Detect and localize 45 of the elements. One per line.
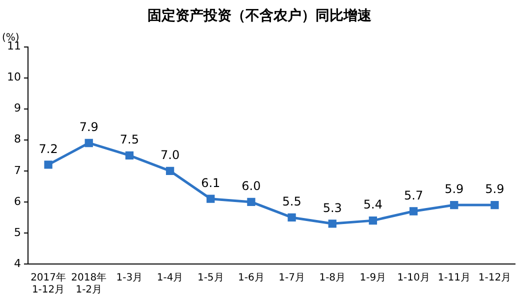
x-tick-label: 1-9月 xyxy=(360,272,386,284)
y-tick-label: 7 xyxy=(14,164,21,177)
y-tick-label: 8 xyxy=(14,132,21,146)
text: 7.9 xyxy=(79,120,98,134)
x-tick-label: 2018年 1-2月 xyxy=(71,272,107,296)
x-tick-label: 2017年 1-12月 xyxy=(30,272,66,296)
x-tick-label: 1-5月 xyxy=(197,272,224,284)
point xyxy=(247,198,256,206)
x-tick-label: 1-12月 xyxy=(478,272,512,284)
point xyxy=(125,151,134,160)
y-tick-label: 5 xyxy=(14,226,21,239)
point xyxy=(44,160,52,169)
text: 5.4 xyxy=(363,198,383,212)
point xyxy=(206,194,215,203)
x-tick-label: 1-10月 xyxy=(397,272,430,284)
y-tick-label: 6 xyxy=(14,194,21,208)
text: 5.9 xyxy=(485,182,504,196)
x-tick-label: 1-4月 xyxy=(156,272,184,284)
x-tick-label: 1-3月 xyxy=(116,272,143,284)
x-tick-label: 1-11月 xyxy=(438,272,470,284)
point xyxy=(450,200,458,210)
text: 6.1 xyxy=(201,176,220,190)
y-tick-label: 10 xyxy=(6,70,21,84)
text: 5.3 xyxy=(322,200,342,215)
text: 7.2 xyxy=(38,142,58,156)
text: 5.7 xyxy=(404,188,424,202)
text: 6.0 xyxy=(242,179,261,194)
y-tick-label: 4 xyxy=(14,256,21,270)
point xyxy=(328,220,336,228)
point xyxy=(409,207,418,216)
point xyxy=(288,213,296,222)
y-tick-label: 9 xyxy=(14,102,21,115)
text: 7.0 xyxy=(160,148,180,162)
point xyxy=(368,216,378,225)
x-tick-label: 1-6月 xyxy=(238,272,264,284)
point xyxy=(166,166,174,175)
point xyxy=(490,200,499,210)
y-axis-title: (%) xyxy=(2,32,20,44)
point xyxy=(84,138,93,148)
text: 7.5 xyxy=(120,132,140,147)
x-tick-label: 1-7月 xyxy=(278,272,305,284)
text: 5.5 xyxy=(282,194,302,209)
text: 5.9 xyxy=(444,182,464,196)
chart-title: 固定资产投资（不含农户）同比增速 xyxy=(148,7,372,24)
x-tick-label: 1-8月 xyxy=(319,272,346,284)
